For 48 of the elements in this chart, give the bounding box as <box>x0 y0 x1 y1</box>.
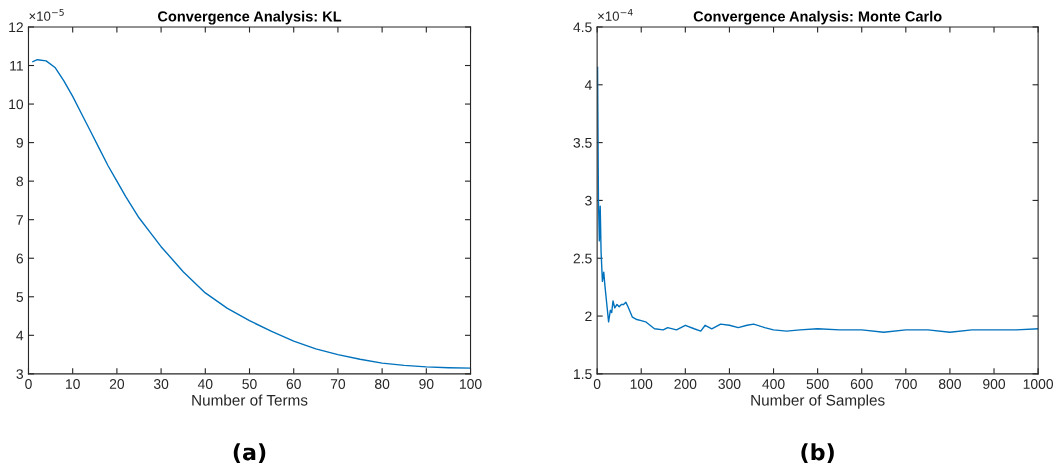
y-tick-label: 10 <box>9 99 24 110</box>
x-tick-label: 80 <box>375 379 390 389</box>
x-tick-label: 900 <box>983 379 1006 389</box>
y-tick-label: 8 <box>16 176 24 187</box>
y-tick-label: 7 <box>16 215 23 225</box>
x-tick-label: 300 <box>718 379 741 389</box>
x-tick-label: 60 <box>286 379 301 389</box>
x-tick-label: 1000 <box>1023 379 1054 389</box>
y-tick-label: 3 <box>585 195 592 206</box>
y-tick-label: 3 <box>16 369 24 380</box>
y-tick-label: 2.5 <box>573 253 592 264</box>
x-tick-label: 600 <box>850 379 873 389</box>
y-tick-label: 4 <box>584 80 592 90</box>
x-tick-label: 30 <box>153 379 169 389</box>
line-series <box>32 59 471 369</box>
y-tick-label: 4 <box>16 330 24 341</box>
x-axis-title: Number of Terms <box>192 394 308 406</box>
x-tick-label: 800 <box>938 379 961 389</box>
y-tick-label: 3.5 <box>573 137 592 148</box>
x-tick-label: 70 <box>330 379 346 389</box>
text: (b) <box>801 443 834 464</box>
x-tick-label: 10 <box>66 379 80 389</box>
x-tick-label: 50 <box>242 379 257 389</box>
y-tick-label: 6 <box>16 253 24 264</box>
y-tick-label: 9 <box>16 137 23 148</box>
text: ×10$^{−5}$ <box>29 8 64 21</box>
x-tick-label: 0 <box>593 379 601 389</box>
y-tick-label: 5 <box>16 292 24 302</box>
y-tick-label: 4.5 <box>573 22 592 33</box>
y-tick-label: 12 <box>9 22 23 32</box>
x-tick-label: 700 <box>894 379 917 389</box>
x-tick-label: 90 <box>419 379 434 389</box>
y-tick-label: 2 <box>585 311 592 322</box>
chart-title: Convergence Analysis: KL <box>158 10 342 25</box>
x-tick-label: 100 <box>630 379 653 389</box>
text: ×10$^{−4}$ <box>598 8 633 21</box>
x-tick-label: 0 <box>25 379 32 389</box>
chart-title: Convergence Analysis: Monte Carlo <box>693 10 942 25</box>
x-tick-label: 40 <box>197 379 213 389</box>
x-tick-label: 200 <box>674 379 697 389</box>
x-tick-label: 400 <box>762 379 785 389</box>
y-tick-label: 1.5 <box>574 369 592 380</box>
x-tick-label: 20 <box>109 379 125 389</box>
text: (a) <box>233 443 266 464</box>
x-axis-title: Number of Samples <box>751 394 885 409</box>
y-tick-label: 11 <box>10 60 23 71</box>
x-tick-label: 100 <box>460 379 482 389</box>
x-tick-label: 500 <box>806 379 829 389</box>
